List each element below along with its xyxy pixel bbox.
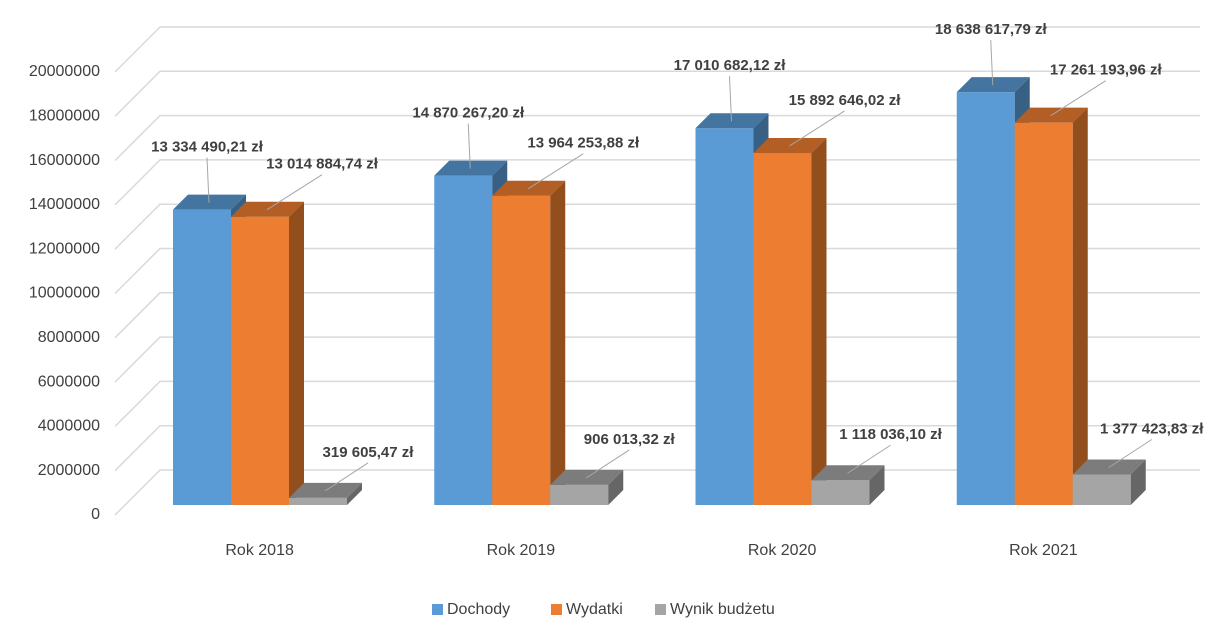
leader-line: [585, 449, 630, 479]
bar: [231, 216, 289, 505]
bar: [550, 484, 609, 505]
x-tick-label: Rok 2019: [487, 542, 556, 559]
grid-line: [114, 424, 1200, 472]
bar-side: [289, 201, 304, 505]
bar: [811, 480, 870, 505]
grid-line: [114, 336, 1200, 383]
grid-line: [114, 292, 1200, 339]
leader-line: [729, 76, 732, 122]
y-tick-label: 10000000: [29, 285, 100, 302]
y-tick-label: 2000000: [38, 462, 100, 479]
grid-line: [114, 70, 1200, 117]
data-label: 1 377 423,83 zł: [1100, 420, 1204, 437]
leader-line: [324, 462, 369, 492]
grid-line: [114, 26, 1200, 73]
leader-line: [990, 40, 994, 86]
data-label: 15 892 646,02 zł: [789, 92, 902, 109]
leader-line: [206, 157, 210, 203]
y-tick-label: 18000000: [29, 108, 100, 125]
data-label: 13 014 884,74 zł: [266, 156, 379, 173]
bar-top: [434, 160, 508, 176]
leader-line: [527, 153, 584, 190]
bar: [434, 175, 493, 505]
grid-line: [114, 114, 1200, 162]
leader-line: [789, 110, 845, 147]
legend-label: Wydatki: [566, 601, 623, 618]
y-tick-label: 4000000: [38, 418, 100, 435]
data-label: 14 870 267,20 zł: [412, 105, 525, 122]
x-tick-label: Rok 2021: [1009, 542, 1078, 559]
bar: [753, 152, 812, 505]
leader-line: [1050, 80, 1107, 117]
data-label: 13 964 253,88 zł: [527, 135, 640, 152]
bar-top: [695, 113, 769, 129]
x-tick-label: Rok 2020: [748, 542, 817, 559]
bar: [173, 209, 231, 505]
y-tick-label: 14000000: [29, 196, 100, 213]
bar-side: [811, 137, 827, 505]
data-label: 319 605,47 zł: [323, 444, 415, 461]
leader-line: [467, 123, 471, 169]
y-tick-label: 20000000: [29, 63, 100, 80]
grid-line: [114, 159, 1200, 206]
bar: [1072, 474, 1131, 505]
bar: [956, 92, 1015, 506]
leader-line: [847, 444, 891, 474]
bar: [289, 497, 347, 505]
grid-line: [114, 247, 1200, 295]
y-tick-label: 16000000: [29, 152, 100, 169]
leader-line: [1108, 439, 1153, 468]
y-tick-label: 6000000: [38, 373, 100, 390]
bar: [492, 195, 551, 505]
data-label: 17 261 193,96 zł: [1050, 62, 1163, 79]
legend-label: Dochody: [447, 601, 510, 618]
bar-side: [1072, 107, 1088, 505]
data-label: 13 334 490,21 zł: [151, 139, 264, 156]
data-label: 906 013,32 zł: [584, 431, 676, 448]
grid-line: [114, 380, 1200, 427]
bar-side: [1130, 459, 1146, 505]
y-tick-label: 12000000: [29, 240, 100, 257]
grid-line: [114, 203, 1200, 250]
bar-top: [956, 77, 1030, 93]
legend-swatch: [655, 604, 666, 615]
y-tick-label: 0: [91, 506, 100, 523]
data-label: 18 638 617,79 zł: [935, 21, 1048, 38]
bar-side: [347, 482, 362, 505]
bar-side: [608, 469, 624, 505]
data-label: 1 118 036,10 zł: [839, 426, 942, 443]
y-tick-label: 8000000: [38, 329, 100, 346]
bar-side: [869, 465, 885, 505]
legend-label: Wynik budżetu: [670, 601, 775, 618]
x-tick-label: Rok 2018: [225, 542, 294, 559]
bar: [695, 128, 754, 506]
bar: [1014, 122, 1073, 505]
data-label: 17 010 682,12 zł: [674, 57, 787, 74]
legend-swatch: [551, 604, 562, 615]
legend-swatch: [432, 604, 443, 615]
bar-side: [550, 180, 566, 505]
bar-top: [173, 194, 246, 210]
leader-line: [266, 174, 323, 211]
